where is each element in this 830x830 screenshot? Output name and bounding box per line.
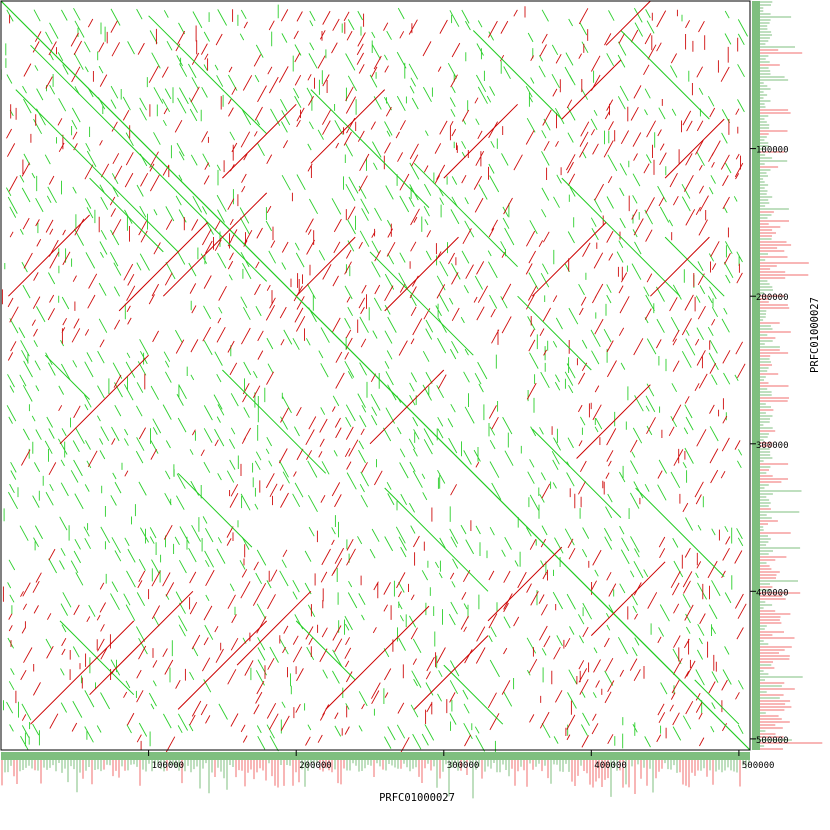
reverse-alignment-segment (325, 605, 430, 710)
y-tick-label: 300000 (756, 441, 789, 451)
x-tick-label: 300000 (447, 761, 480, 771)
forward-alignment-segment (310, 89, 430, 208)
right-track-positive (760, 1, 803, 747)
forward-alignment-segment (148, 15, 268, 135)
y-tick-label: 200000 (756, 293, 789, 303)
reverse-alignment-segment (310, 89, 386, 164)
x-tick-label: 400000 (594, 761, 627, 771)
forward-alignment-segment (620, 30, 710, 120)
reverse-alignment-segment (118, 222, 208, 312)
reverse-alignment-segment (162, 192, 268, 297)
reverse-alignment-segment (222, 103, 297, 179)
forward-alignment-segment (177, 472, 253, 548)
reverse-alignment-segment (413, 635, 489, 710)
forward-alignment-segment (295, 620, 356, 681)
x-axis-label: PRFC01000027 (379, 792, 455, 804)
reverse-alignment-segment (8, 214, 90, 297)
forward-alignment-segment (590, 590, 681, 681)
reverse-alignment-segment (59, 354, 149, 445)
forward-alignment-segment (561, 177, 681, 297)
reverse-alignment-segment (295, 236, 356, 297)
bottom-track-positive (4, 760, 750, 799)
reverse-alignment-segment (89, 590, 194, 696)
forward-alignment-segment (413, 162, 518, 268)
forward-alignment-segment (222, 369, 327, 474)
bottom-track-negative (1, 760, 741, 794)
forward-alignment-segment (635, 487, 725, 577)
reverse-alignment-segment (443, 103, 518, 179)
reverse-alignment-segment (177, 620, 268, 710)
forward-alignment-segment (472, 30, 563, 120)
axis-labels-layer: PRFC01000027 PRFC01000027 (379, 297, 821, 804)
forward-alignment-segment (384, 487, 489, 592)
reverse-alignment-segment (590, 561, 666, 636)
reverse-alignment-segment (605, 0, 651, 46)
reverse-alignment-segment (531, 222, 607, 297)
reverse-alignment-segment (384, 236, 459, 312)
reverse-alignment-segment (30, 620, 135, 725)
bottom-track-baseline (1, 752, 750, 760)
axes-layer: 100000 200000 300000 400000 500000 100000 2000… (0, 0, 789, 771)
y-tick-label: 100000 (756, 146, 789, 156)
forward-alignment-segment (443, 664, 504, 725)
forward-alignment-segment (15, 89, 179, 253)
forward-alignment-segment (531, 428, 622, 518)
y-axis-label: PRFC01000027 (809, 297, 821, 373)
reverse-alignment-segment (487, 546, 563, 622)
forward-alignment-segment (517, 295, 592, 371)
forward-alignment-segment (664, 236, 725, 297)
reverse-alignment-segment (236, 590, 312, 666)
y-tick-label: 500000 (756, 736, 789, 746)
right-track-negative (760, 49, 823, 750)
y-tick-label: 400000 (756, 588, 789, 598)
forward-alignment-segment (44, 354, 90, 400)
forward-alignment-segment (89, 177, 164, 253)
reverse-alignment-segment (561, 59, 622, 120)
forward-alignment-segment (30, 44, 268, 282)
right-track-baseline (752, 1, 760, 750)
forward-alignment-segment (694, 679, 740, 725)
x-tick-label: 100000 (152, 761, 185, 771)
reverse-repeat-texture (1, 6, 747, 754)
reverse-alignment-segment (369, 369, 445, 445)
forward-alignment-segment (369, 251, 474, 356)
reverse-alignment-segment (576, 384, 651, 459)
x-tick-label: 500000 (742, 761, 775, 771)
reverse-alignment-segment (650, 236, 710, 297)
plot-frame (0, 0, 751, 751)
reverse-alignment-segment (664, 118, 725, 179)
x-tick-label: 200000 (299, 761, 332, 771)
alignment-segments (0, 0, 751, 751)
side-tracks (1, 1, 823, 799)
dotplot-pattern-layer (0, 4, 748, 755)
